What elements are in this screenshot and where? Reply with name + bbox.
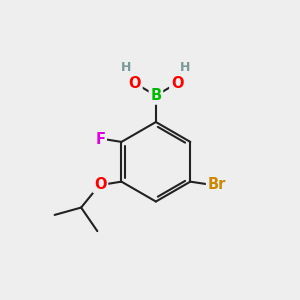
Text: O: O — [94, 176, 106, 191]
Text: H: H — [121, 61, 132, 74]
Text: F: F — [95, 132, 105, 147]
Text: H: H — [180, 61, 190, 74]
Text: O: O — [171, 76, 183, 91]
Text: B: B — [150, 88, 161, 103]
Text: O: O — [128, 76, 141, 91]
Text: Br: Br — [208, 176, 226, 191]
